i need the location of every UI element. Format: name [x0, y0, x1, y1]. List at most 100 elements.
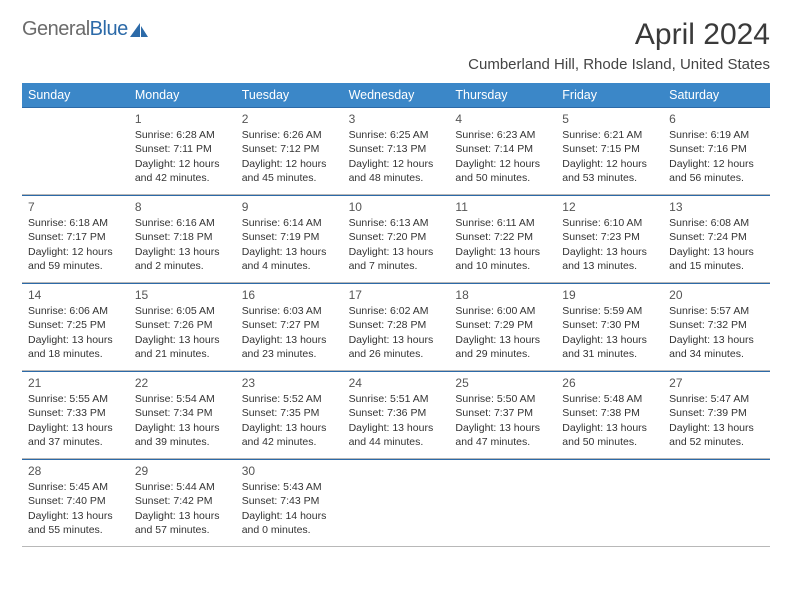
day-number: 23	[242, 375, 337, 391]
day-number: 11	[455, 199, 550, 215]
daylight-text: and 13 minutes.	[562, 259, 657, 273]
sunset-text: Sunset: 7:22 PM	[455, 230, 550, 244]
sunrise-text: Sunrise: 6:08 AM	[669, 216, 764, 230]
day-number: 27	[669, 375, 764, 391]
day-number: 17	[349, 287, 444, 303]
sunrise-text: Sunrise: 6:19 AM	[669, 128, 764, 142]
day-cell: 4Sunrise: 6:23 AMSunset: 7:14 PMDaylight…	[449, 108, 556, 194]
day-number: 25	[455, 375, 550, 391]
daylight-text: Daylight: 12 hours	[242, 157, 337, 171]
day-cell: 22Sunrise: 5:54 AMSunset: 7:34 PMDayligh…	[129, 372, 236, 458]
sunrise-text: Sunrise: 6:16 AM	[135, 216, 230, 230]
sunset-text: Sunset: 7:28 PM	[349, 318, 444, 332]
sunset-text: Sunset: 7:16 PM	[669, 142, 764, 156]
day-cell-empty	[343, 460, 450, 546]
day-cell: 11Sunrise: 6:11 AMSunset: 7:22 PMDayligh…	[449, 196, 556, 282]
sunset-text: Sunset: 7:18 PM	[135, 230, 230, 244]
daylight-text: and 10 minutes.	[455, 259, 550, 273]
sunrise-text: Sunrise: 5:57 AM	[669, 304, 764, 318]
daylight-text: Daylight: 13 hours	[455, 245, 550, 259]
day-cell: 14Sunrise: 6:06 AMSunset: 7:25 PMDayligh…	[22, 284, 129, 370]
day-cell-empty	[663, 460, 770, 546]
daylight-text: Daylight: 13 hours	[135, 509, 230, 523]
day-cell: 18Sunrise: 6:00 AMSunset: 7:29 PMDayligh…	[449, 284, 556, 370]
day-number: 29	[135, 463, 230, 479]
daylight-text: and 2 minutes.	[135, 259, 230, 273]
sunset-text: Sunset: 7:32 PM	[669, 318, 764, 332]
day-number: 22	[135, 375, 230, 391]
daylight-text: Daylight: 13 hours	[349, 421, 444, 435]
sunrise-text: Sunrise: 5:59 AM	[562, 304, 657, 318]
daylight-text: Daylight: 13 hours	[669, 245, 764, 259]
sunrise-text: Sunrise: 5:45 AM	[28, 480, 123, 494]
daylight-text: Daylight: 13 hours	[135, 245, 230, 259]
daylight-text: and 42 minutes.	[242, 435, 337, 449]
weekday-header: Friday	[556, 83, 663, 107]
sunrise-text: Sunrise: 6:26 AM	[242, 128, 337, 142]
weekday-header: Tuesday	[236, 83, 343, 107]
day-number: 26	[562, 375, 657, 391]
day-number: 9	[242, 199, 337, 215]
day-cell: 24Sunrise: 5:51 AMSunset: 7:36 PMDayligh…	[343, 372, 450, 458]
daylight-text: Daylight: 13 hours	[135, 333, 230, 347]
daylight-text: Daylight: 13 hours	[669, 333, 764, 347]
sunrise-text: Sunrise: 5:48 AM	[562, 392, 657, 406]
header: GeneralBlue April 2024 Cumberland Hill, …	[22, 18, 770, 73]
day-number: 21	[28, 375, 123, 391]
day-cell: 19Sunrise: 5:59 AMSunset: 7:30 PMDayligh…	[556, 284, 663, 370]
day-number: 14	[28, 287, 123, 303]
daylight-text: Daylight: 13 hours	[349, 245, 444, 259]
day-number: 12	[562, 199, 657, 215]
logo: GeneralBlue	[22, 18, 148, 41]
daylight-text: and 21 minutes.	[135, 347, 230, 361]
day-cell-empty	[449, 460, 556, 546]
sunrise-text: Sunrise: 6:02 AM	[349, 304, 444, 318]
week-bottom-rule	[22, 546, 770, 547]
logo-sail-icon	[130, 23, 148, 37]
daylight-text: Daylight: 13 hours	[28, 509, 123, 523]
day-number: 16	[242, 287, 337, 303]
day-cell: 2Sunrise: 6:26 AMSunset: 7:12 PMDaylight…	[236, 108, 343, 194]
daylight-text: and 31 minutes.	[562, 347, 657, 361]
sunrise-text: Sunrise: 6:13 AM	[349, 216, 444, 230]
day-cell: 13Sunrise: 6:08 AMSunset: 7:24 PMDayligh…	[663, 196, 770, 282]
day-number: 28	[28, 463, 123, 479]
day-cell: 27Sunrise: 5:47 AMSunset: 7:39 PMDayligh…	[663, 372, 770, 458]
day-number: 5	[562, 111, 657, 127]
sunrise-text: Sunrise: 6:28 AM	[135, 128, 230, 142]
day-cell: 3Sunrise: 6:25 AMSunset: 7:13 PMDaylight…	[343, 108, 450, 194]
day-number: 24	[349, 375, 444, 391]
sunset-text: Sunset: 7:14 PM	[455, 142, 550, 156]
daylight-text: and 48 minutes.	[349, 171, 444, 185]
daylight-text: and 29 minutes.	[455, 347, 550, 361]
sunrise-text: Sunrise: 6:25 AM	[349, 128, 444, 142]
daylight-text: Daylight: 12 hours	[28, 245, 123, 259]
daylight-text: Daylight: 13 hours	[562, 333, 657, 347]
daylight-text: and 18 minutes.	[28, 347, 123, 361]
sunset-text: Sunset: 7:43 PM	[242, 494, 337, 508]
calendar: SundayMondayTuesdayWednesdayThursdayFrid…	[22, 83, 770, 547]
sunrise-text: Sunrise: 6:11 AM	[455, 216, 550, 230]
day-cell: 5Sunrise: 6:21 AMSunset: 7:15 PMDaylight…	[556, 108, 663, 194]
sunset-text: Sunset: 7:11 PM	[135, 142, 230, 156]
day-number: 15	[135, 287, 230, 303]
logo-word1: General	[22, 18, 90, 40]
sunrise-text: Sunrise: 6:14 AM	[242, 216, 337, 230]
daylight-text: Daylight: 13 hours	[669, 421, 764, 435]
sunrise-text: Sunrise: 5:43 AM	[242, 480, 337, 494]
sunrise-text: Sunrise: 6:23 AM	[455, 128, 550, 142]
sunset-text: Sunset: 7:20 PM	[349, 230, 444, 244]
sunrise-text: Sunrise: 5:44 AM	[135, 480, 230, 494]
daylight-text: and 4 minutes.	[242, 259, 337, 273]
weekday-header: Sunday	[22, 83, 129, 107]
day-cell: 1Sunrise: 6:28 AMSunset: 7:11 PMDaylight…	[129, 108, 236, 194]
sunrise-text: Sunrise: 5:51 AM	[349, 392, 444, 406]
daylight-text: and 56 minutes.	[669, 171, 764, 185]
day-number: 20	[669, 287, 764, 303]
day-cell-empty	[556, 460, 663, 546]
daylight-text: Daylight: 13 hours	[562, 245, 657, 259]
weekday-header: Thursday	[449, 83, 556, 107]
daylight-text: and 55 minutes.	[28, 523, 123, 537]
day-number: 2	[242, 111, 337, 127]
day-number: 13	[669, 199, 764, 215]
